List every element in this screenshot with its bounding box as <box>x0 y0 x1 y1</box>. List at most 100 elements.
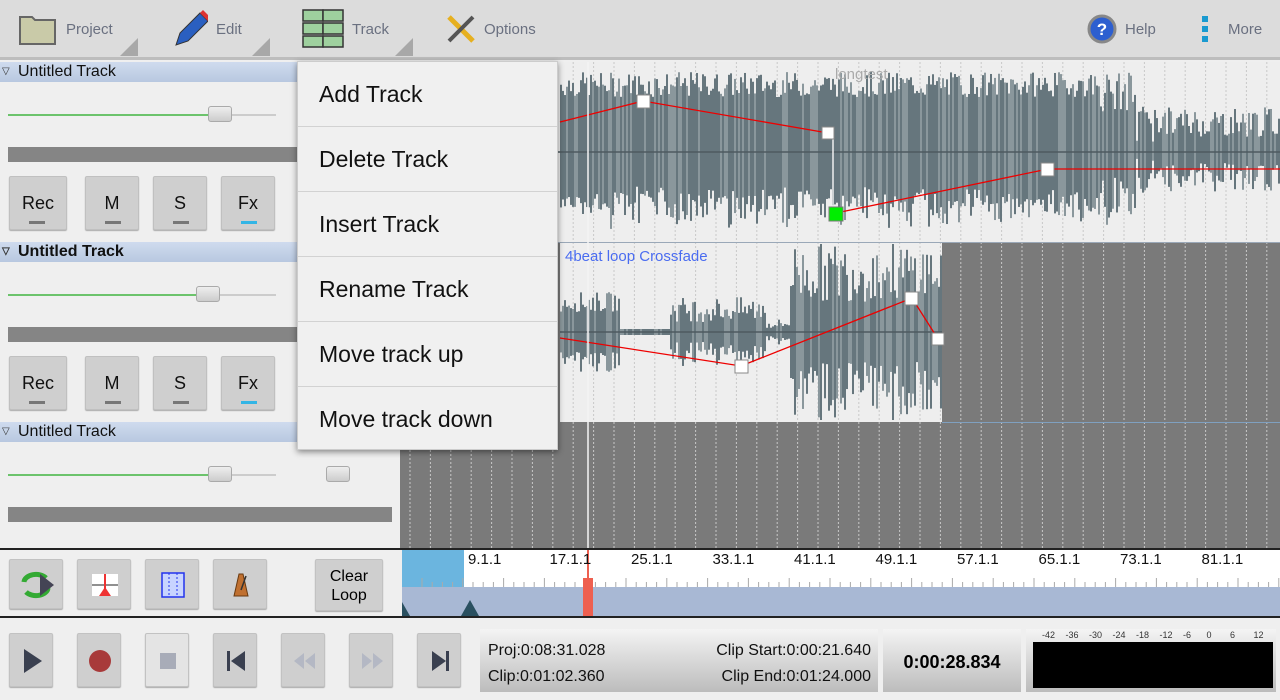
time-info-panel: Proj:0:08:31.028 Clip:0:01:02.360 Clip S… <box>480 629 878 692</box>
help-icon: ? <box>1087 14 1117 44</box>
volume-slider-thumb[interactable] <box>196 286 220 302</box>
help-button[interactable]: ? Help <box>1087 0 1156 58</box>
envelope-node-selected[interactable] <box>828 206 844 222</box>
more-button[interactable]: More <box>1202 0 1262 58</box>
ruler-label: 57.1.1 <box>957 551 999 568</box>
track-label: Track <box>352 20 389 38</box>
volume-slider-thumb[interactable] <box>208 466 232 482</box>
meter-scale-label: 0 <box>1206 630 1212 640</box>
clear-loop-button[interactable]: Clear Loop <box>315 559 383 611</box>
project-dropdown-corner <box>120 38 138 56</box>
envelope-node[interactable] <box>821 126 835 140</box>
level-bar <box>8 507 392 522</box>
meter-scale-label: 6 <box>1230 630 1236 640</box>
project-menu-button[interactable]: Project <box>18 0 113 58</box>
envelope-node[interactable] <box>1040 162 1055 177</box>
track-name: Untitled Track <box>18 63 116 80</box>
envelope-node[interactable] <box>904 291 919 306</box>
collapse-triangle-icon[interactable]: ▽ <box>2 246 10 257</box>
envelope-node[interactable] <box>931 332 945 346</box>
svg-text:?: ? <box>1097 20 1107 39</box>
go-to-end-button[interactable] <box>417 633 461 687</box>
menu-item-move-track-down[interactable]: Move track down <box>319 406 493 432</box>
ruler-label: 73.1.1 <box>1120 551 1162 568</box>
edit-dropdown-corner <box>252 38 270 56</box>
meter-scale-label: -6 <box>1183 630 1192 640</box>
collapse-triangle-icon[interactable]: ▽ <box>2 426 10 437</box>
set-marker-button[interactable] <box>77 559 131 609</box>
pan-slider-thumb[interactable] <box>326 466 350 482</box>
track-name: Untitled Track <box>18 423 116 440</box>
volume-slider[interactable] <box>8 466 276 482</box>
loop-region[interactable] <box>402 550 464 587</box>
meter-scale-label: -42 <box>1042 630 1056 640</box>
envelope-node[interactable] <box>734 359 749 374</box>
menu-item-insert-track[interactable]: Insert Track <box>298 192 557 257</box>
playhead-handle[interactable] <box>583 578 593 616</box>
rewind-icon <box>294 653 315 669</box>
overflow-icon <box>1202 16 1208 42</box>
marker-icon <box>92 574 118 596</box>
play-button[interactable] <box>9 633 53 687</box>
go-to-start-button[interactable] <box>213 633 257 687</box>
pencil-icon <box>175 10 208 46</box>
clip-end: Clip End:0:01:24.000 <box>721 668 871 685</box>
level-meter: -42 -36 -30 -24 -18 -12 -6 0 6 12 <box>1026 629 1276 692</box>
volume-slider-thumb[interactable] <box>208 106 232 122</box>
volume-slider[interactable] <box>8 286 276 302</box>
snap-grid-button[interactable] <box>145 559 199 609</box>
tracks-icon <box>302 9 344 48</box>
envelope-node[interactable] <box>636 94 651 109</box>
ruler-label: 9.1.1 <box>468 551 502 568</box>
help-label: Help <box>1125 20 1156 38</box>
rewind-button[interactable] <box>281 633 325 687</box>
solo-button[interactable]: S <box>153 356 207 410</box>
rec-button[interactable]: Rec <box>9 356 67 410</box>
track-timeline[interactable] <box>400 62 1280 548</box>
collapse-triangle-icon[interactable]: ▽ <box>2 66 10 77</box>
fast-forward-icon <box>362 653 383 669</box>
meter-scale-label: -24 <box>1112 630 1126 640</box>
meter-scale-label: -12 <box>1159 630 1173 640</box>
clip-name-crossfade: 4beat loop Crossfade <box>565 248 708 265</box>
ruler-label: 33.1.1 <box>712 551 755 568</box>
level-bar <box>8 327 392 342</box>
folder-icon <box>19 16 56 45</box>
stop-icon <box>160 653 176 669</box>
edit-label: Edit <box>216 20 242 38</box>
meter-scale-label: -18 <box>1136 630 1150 640</box>
meter-scale-label: 12 <box>1253 630 1264 640</box>
volume-slider[interactable] <box>8 106 276 122</box>
more-label: More <box>1228 20 1263 38</box>
ruler-label: 17.1.1 <box>549 551 592 568</box>
timeline-ruler[interactable] <box>402 550 1280 616</box>
edit-menu-button[interactable]: Edit <box>172 0 242 58</box>
stop-button[interactable] <box>145 633 189 687</box>
track-menu-button[interactable]: Track <box>302 0 389 58</box>
clip-name-longtest: longtest <box>835 66 888 83</box>
menu-item-move-track-up[interactable]: Move track up <box>298 322 557 387</box>
mute-button[interactable]: M <box>85 356 139 410</box>
skip-back-icon <box>227 651 245 671</box>
rec-button[interactable]: Rec <box>9 176 67 230</box>
fx-button[interactable]: Fx <box>221 176 275 230</box>
options-menu-button[interactable]: Options <box>446 0 536 58</box>
record-button[interactable] <box>77 633 121 687</box>
track-name: Untitled Track <box>18 243 124 260</box>
menu-item-add-track[interactable]: Add Track <box>298 62 557 127</box>
fx-button[interactable]: Fx <box>221 356 275 410</box>
metronome-icon <box>233 573 249 597</box>
meter-scale-label: -36 <box>1065 630 1079 640</box>
menu-item-rename-track[interactable]: Rename Track <box>298 257 557 322</box>
mute-button[interactable]: M <box>85 176 139 230</box>
loop-toggle-button[interactable] <box>9 559 63 609</box>
menu-item-delete-track[interactable]: Delete Track <box>298 127 557 192</box>
metronome-button[interactable] <box>213 559 267 609</box>
loop-end-marker[interactable] <box>461 600 479 616</box>
track2-envelope[interactable] <box>559 297 939 367</box>
loop-start-marker[interactable] <box>402 602 410 616</box>
solo-button[interactable]: S <box>153 176 207 230</box>
main-toolbar: Project Edit Track Options ? Help More <box>0 0 1280 60</box>
ruler-label: 41.1.1 <box>794 551 836 568</box>
fast-forward-button[interactable] <box>349 633 393 687</box>
